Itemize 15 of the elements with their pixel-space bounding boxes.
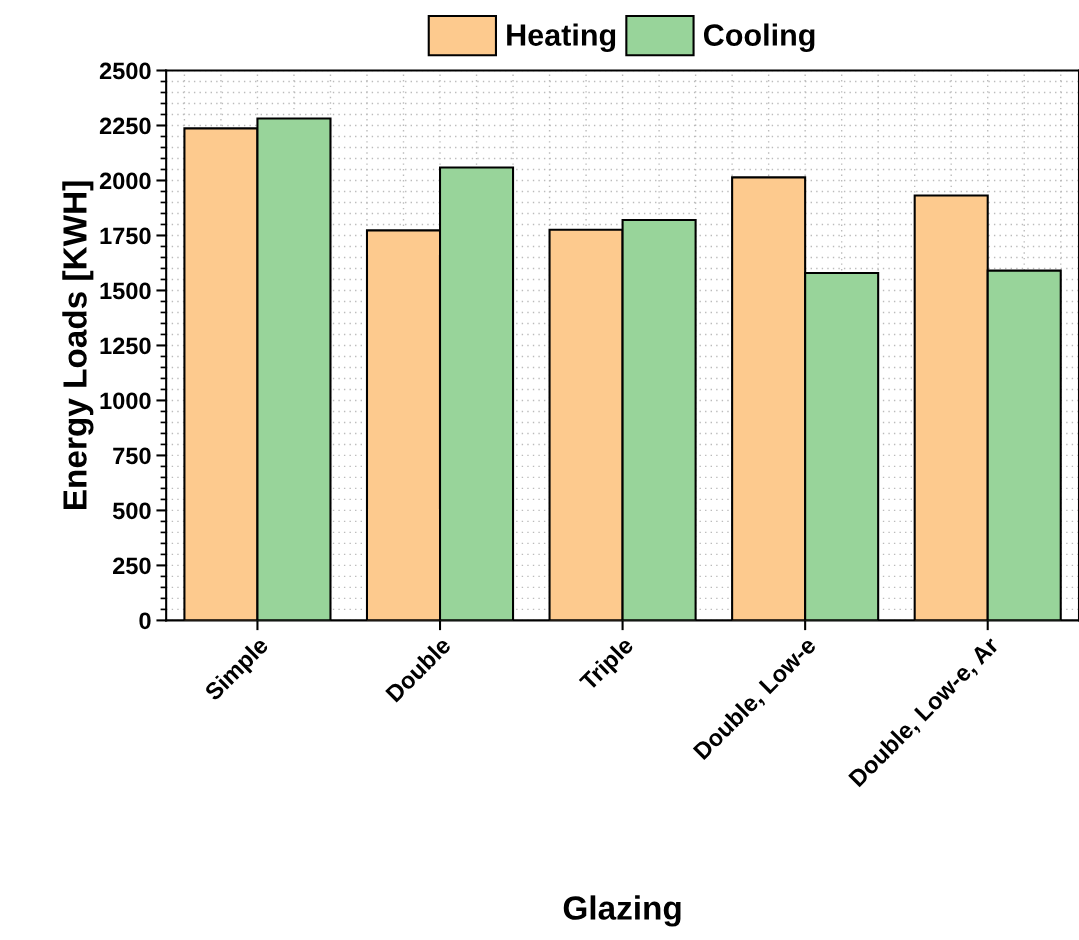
y-tick-label: 1250 bbox=[100, 337, 151, 355]
y-tick-label: 1750 bbox=[100, 227, 151, 245]
y-tick-label: 750 bbox=[113, 447, 151, 465]
y-tick-label: 0 bbox=[139, 612, 151, 630]
x-axis-title: Glazing bbox=[563, 895, 681, 927]
y-tick-label: 2250 bbox=[99, 117, 151, 135]
y-tick-label: 2500 bbox=[99, 62, 151, 80]
legend-label: Heating bbox=[507, 23, 616, 53]
y-axis-title: Energy Loads [KWH] bbox=[62, 181, 94, 509]
y-tick-label: 2000 bbox=[99, 172, 151, 190]
y-tick-label: 1500 bbox=[100, 282, 151, 300]
legend-label: Cooling bbox=[703, 23, 815, 53]
y-tick-label: 1000 bbox=[100, 392, 151, 410]
y-tick-label: 500 bbox=[112, 502, 151, 520]
y-tick-label: 250 bbox=[113, 557, 151, 575]
